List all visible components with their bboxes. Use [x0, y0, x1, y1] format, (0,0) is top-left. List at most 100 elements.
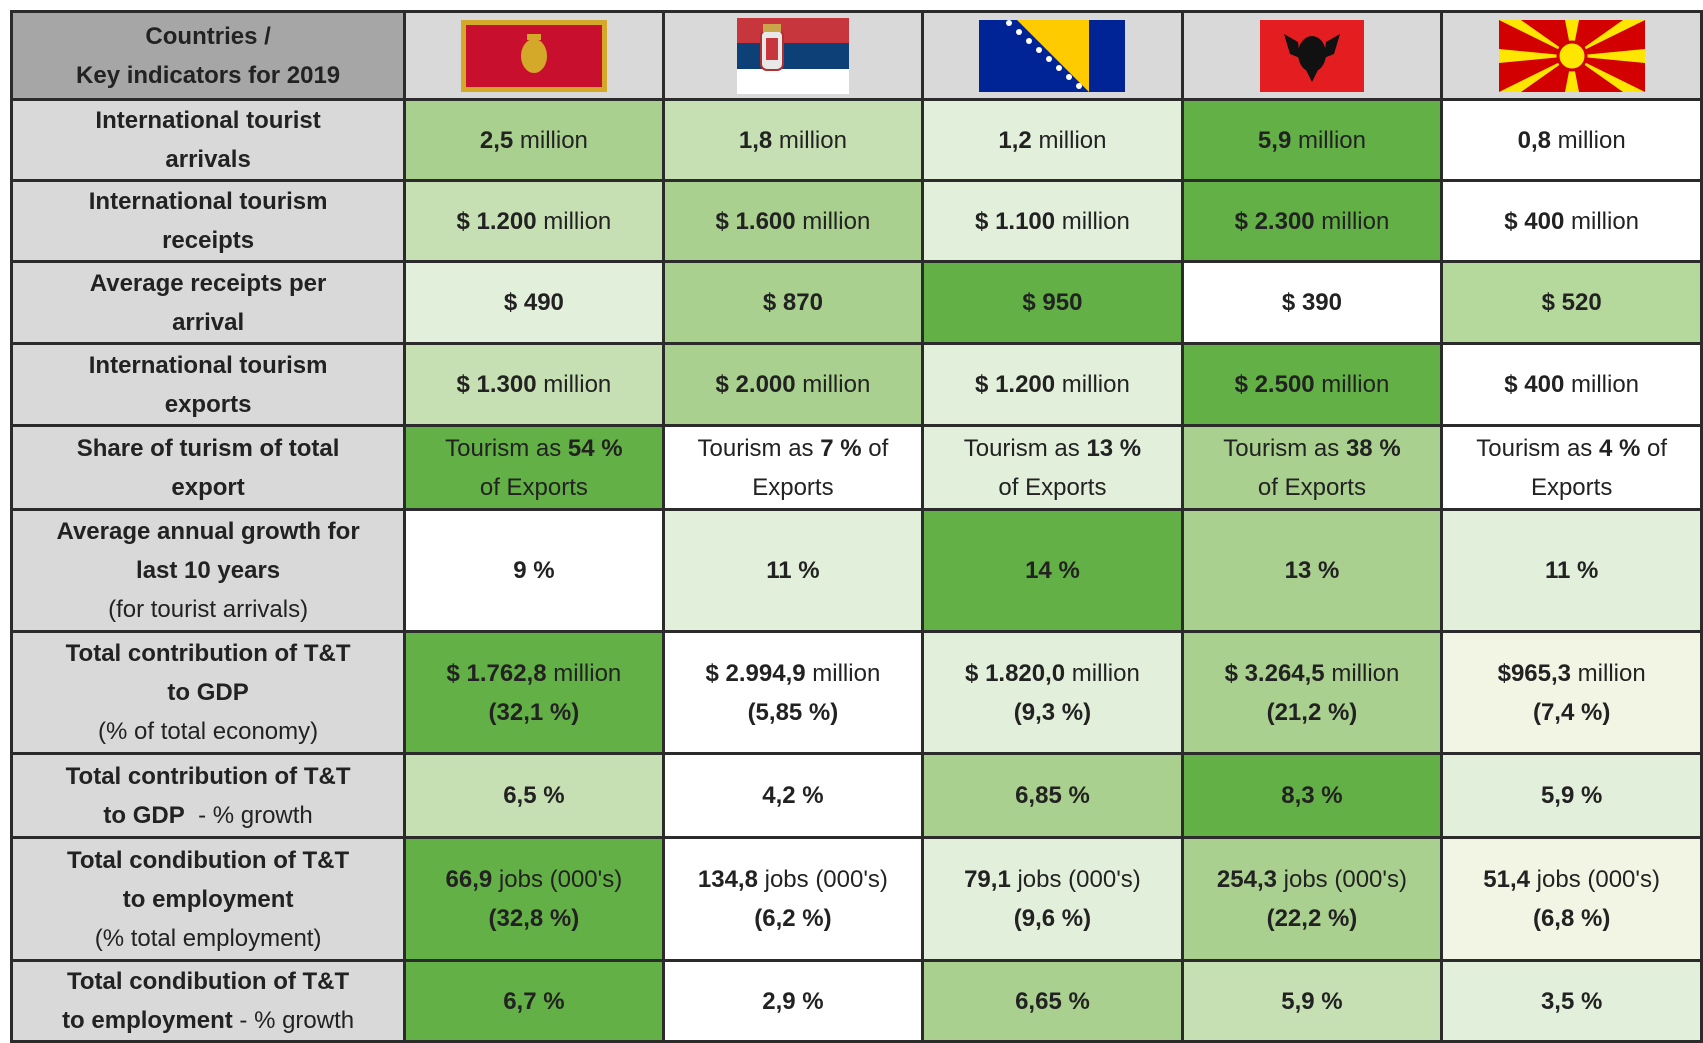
value-cell: 1,8 million	[661, 98, 925, 182]
value-cell: 6,85 %	[921, 752, 1184, 839]
text-line: Share of turism of total	[17, 429, 399, 468]
text-run: 6,65 %	[1015, 987, 1090, 1015]
text-run: 4 %	[1598, 434, 1641, 462]
text-line: 5,9 %	[1447, 776, 1696, 815]
flag-serbia	[661, 10, 925, 101]
text-run: $ 3.264,5	[1224, 659, 1325, 687]
text-run: Exports	[752, 473, 834, 501]
text-line: Exports	[669, 468, 918, 507]
text-run: 66,9	[445, 866, 493, 893]
text-run: Total contribution of T&T	[65, 762, 351, 790]
text-run: million	[1564, 371, 1640, 398]
text-run: - % growth	[232, 1007, 355, 1034]
row-label: International tourist arrivals	[9, 98, 407, 182]
text-run: (6,2 %)	[754, 905, 832, 932]
text-run: 2,5	[479, 126, 514, 154]
text-run: Countries /	[145, 22, 271, 50]
text-line: 254,3 jobs (000's)	[1188, 860, 1437, 899]
text-run: arrival	[172, 308, 245, 336]
text-run: (% of total economy)	[98, 718, 319, 745]
text-run: $965,3	[1497, 659, 1571, 687]
value-cell: 13 %	[1180, 508, 1444, 633]
text-run: Average annual growth for	[56, 518, 360, 545]
text-run: million	[772, 126, 847, 154]
text-run: million	[1055, 371, 1130, 398]
text-run: $ 1.200	[975, 371, 1056, 398]
text-line: $ 520	[1447, 283, 1696, 322]
text-line: exports	[17, 385, 399, 423]
text-run: jobs (000's)	[1276, 866, 1407, 893]
value-cell: 79,1 jobs (000's) (9,6 %)	[921, 836, 1184, 962]
table-row: Total contribution of T&T to GDP - % grow…	[9, 752, 1703, 839]
text-line: 9 %	[410, 551, 657, 590]
text-run: International tourism	[88, 188, 328, 215]
text-line: 13 %	[1188, 551, 1437, 590]
value-cell: $ 2.000 million	[661, 342, 925, 427]
text-run: Tourism as	[1223, 434, 1346, 462]
text-line: to GDP	[17, 673, 399, 712]
text-run: $ 400	[1504, 371, 1565, 398]
text-run: International tourism	[88, 351, 328, 379]
value-cell: 0,8 million	[1440, 98, 1703, 182]
text-line: 6,7 %	[410, 982, 657, 1021]
value-cell: Tourism as 13 % of Exports	[921, 424, 1184, 511]
text-run: $ 1.820,0	[965, 659, 1066, 687]
text-run: (9,6 %)	[1013, 905, 1092, 932]
corner-cell: Countries / Key indicators for 2019	[9, 10, 407, 101]
text-run: Share of turism of total	[76, 434, 340, 462]
value-cell: 11 %	[661, 508, 925, 633]
text-line: 66,9 jobs (000's)	[410, 860, 657, 899]
row-label: Share of turism of total export	[9, 424, 407, 511]
text-run: $ 2.994,9	[705, 659, 806, 687]
text-line: to employment - % growth	[17, 1001, 399, 1039]
value-cell: $ 2.994,9 million (5,85 %)	[661, 630, 925, 755]
value-cell: 254,3 jobs (000's) (22,2 %)	[1180, 836, 1444, 962]
text-line: 51,4 jobs (000's)	[1447, 860, 1696, 899]
text-line: 0,8 million	[1447, 121, 1696, 160]
value-cell: $ 3.264,5 million (21,2 %)	[1180, 630, 1444, 755]
text-line: 4,2 %	[669, 776, 918, 815]
text-run: receipts	[162, 227, 255, 254]
text-run: million	[1571, 659, 1646, 687]
text-run: $ 950	[1022, 289, 1083, 316]
text-line: $ 2.500 million	[1188, 365, 1437, 404]
value-cell: Tourism as 38 % of Exports	[1180, 424, 1444, 511]
text-run: 5,9 %	[1540, 782, 1603, 809]
text-run: million	[536, 207, 612, 235]
value-cell: $ 490	[403, 260, 665, 345]
text-run: Total contribution of T&T	[65, 640, 351, 667]
text-line: $ 3.264,5 million	[1188, 654, 1437, 693]
table-row: International tourism exports $ 1.300 mill…	[9, 342, 1703, 427]
text-run: Key indicators for 2019	[76, 61, 341, 89]
text-run: jobs (000's)	[1010, 866, 1141, 893]
text-run: $ 400	[1504, 207, 1565, 235]
text-run: Tourism as	[963, 434, 1087, 462]
row-label: International tourism exports	[9, 342, 407, 427]
value-cell: 14 %	[921, 508, 1184, 633]
text-run: export	[171, 473, 245, 501]
text-line: 6,85 %	[928, 776, 1176, 815]
table-row: Average annual growth for last 10 years (f…	[9, 508, 1703, 633]
text-line: International tourist	[17, 103, 399, 141]
text-run: 7 %	[820, 434, 862, 462]
text-run: arrivals	[165, 146, 251, 173]
text-line: (6,8 %)	[1447, 899, 1696, 938]
text-run: 14 %	[1025, 557, 1080, 584]
value-cell: 6,65 %	[921, 959, 1184, 1043]
text-line: Tourism as 38 %	[1188, 429, 1437, 468]
text-run: 51,4	[1483, 866, 1530, 893]
text-line: 2,9 %	[669, 982, 918, 1021]
text-run: 11 %	[766, 557, 820, 584]
text-run: jobs (000's)	[757, 866, 888, 893]
value-cell: Tourism as 7 % of Exports	[661, 424, 925, 511]
value-cell: 51,4 jobs (000's) (6,8 %)	[1440, 836, 1703, 962]
text-run: 9 %	[513, 557, 555, 584]
text-run: 8,3 %	[1281, 782, 1343, 809]
flag-bosnia	[921, 10, 1184, 101]
text-line: $ 1.600 million	[669, 202, 918, 241]
row-label: Total condibution of T&T to employment - …	[9, 959, 407, 1043]
text-line: Key indicators for 2019	[17, 56, 399, 95]
text-line: last 10 years	[17, 551, 399, 590]
text-run: (% total employment)	[94, 924, 322, 952]
text-run: Total condibution of T&T	[67, 846, 350, 874]
